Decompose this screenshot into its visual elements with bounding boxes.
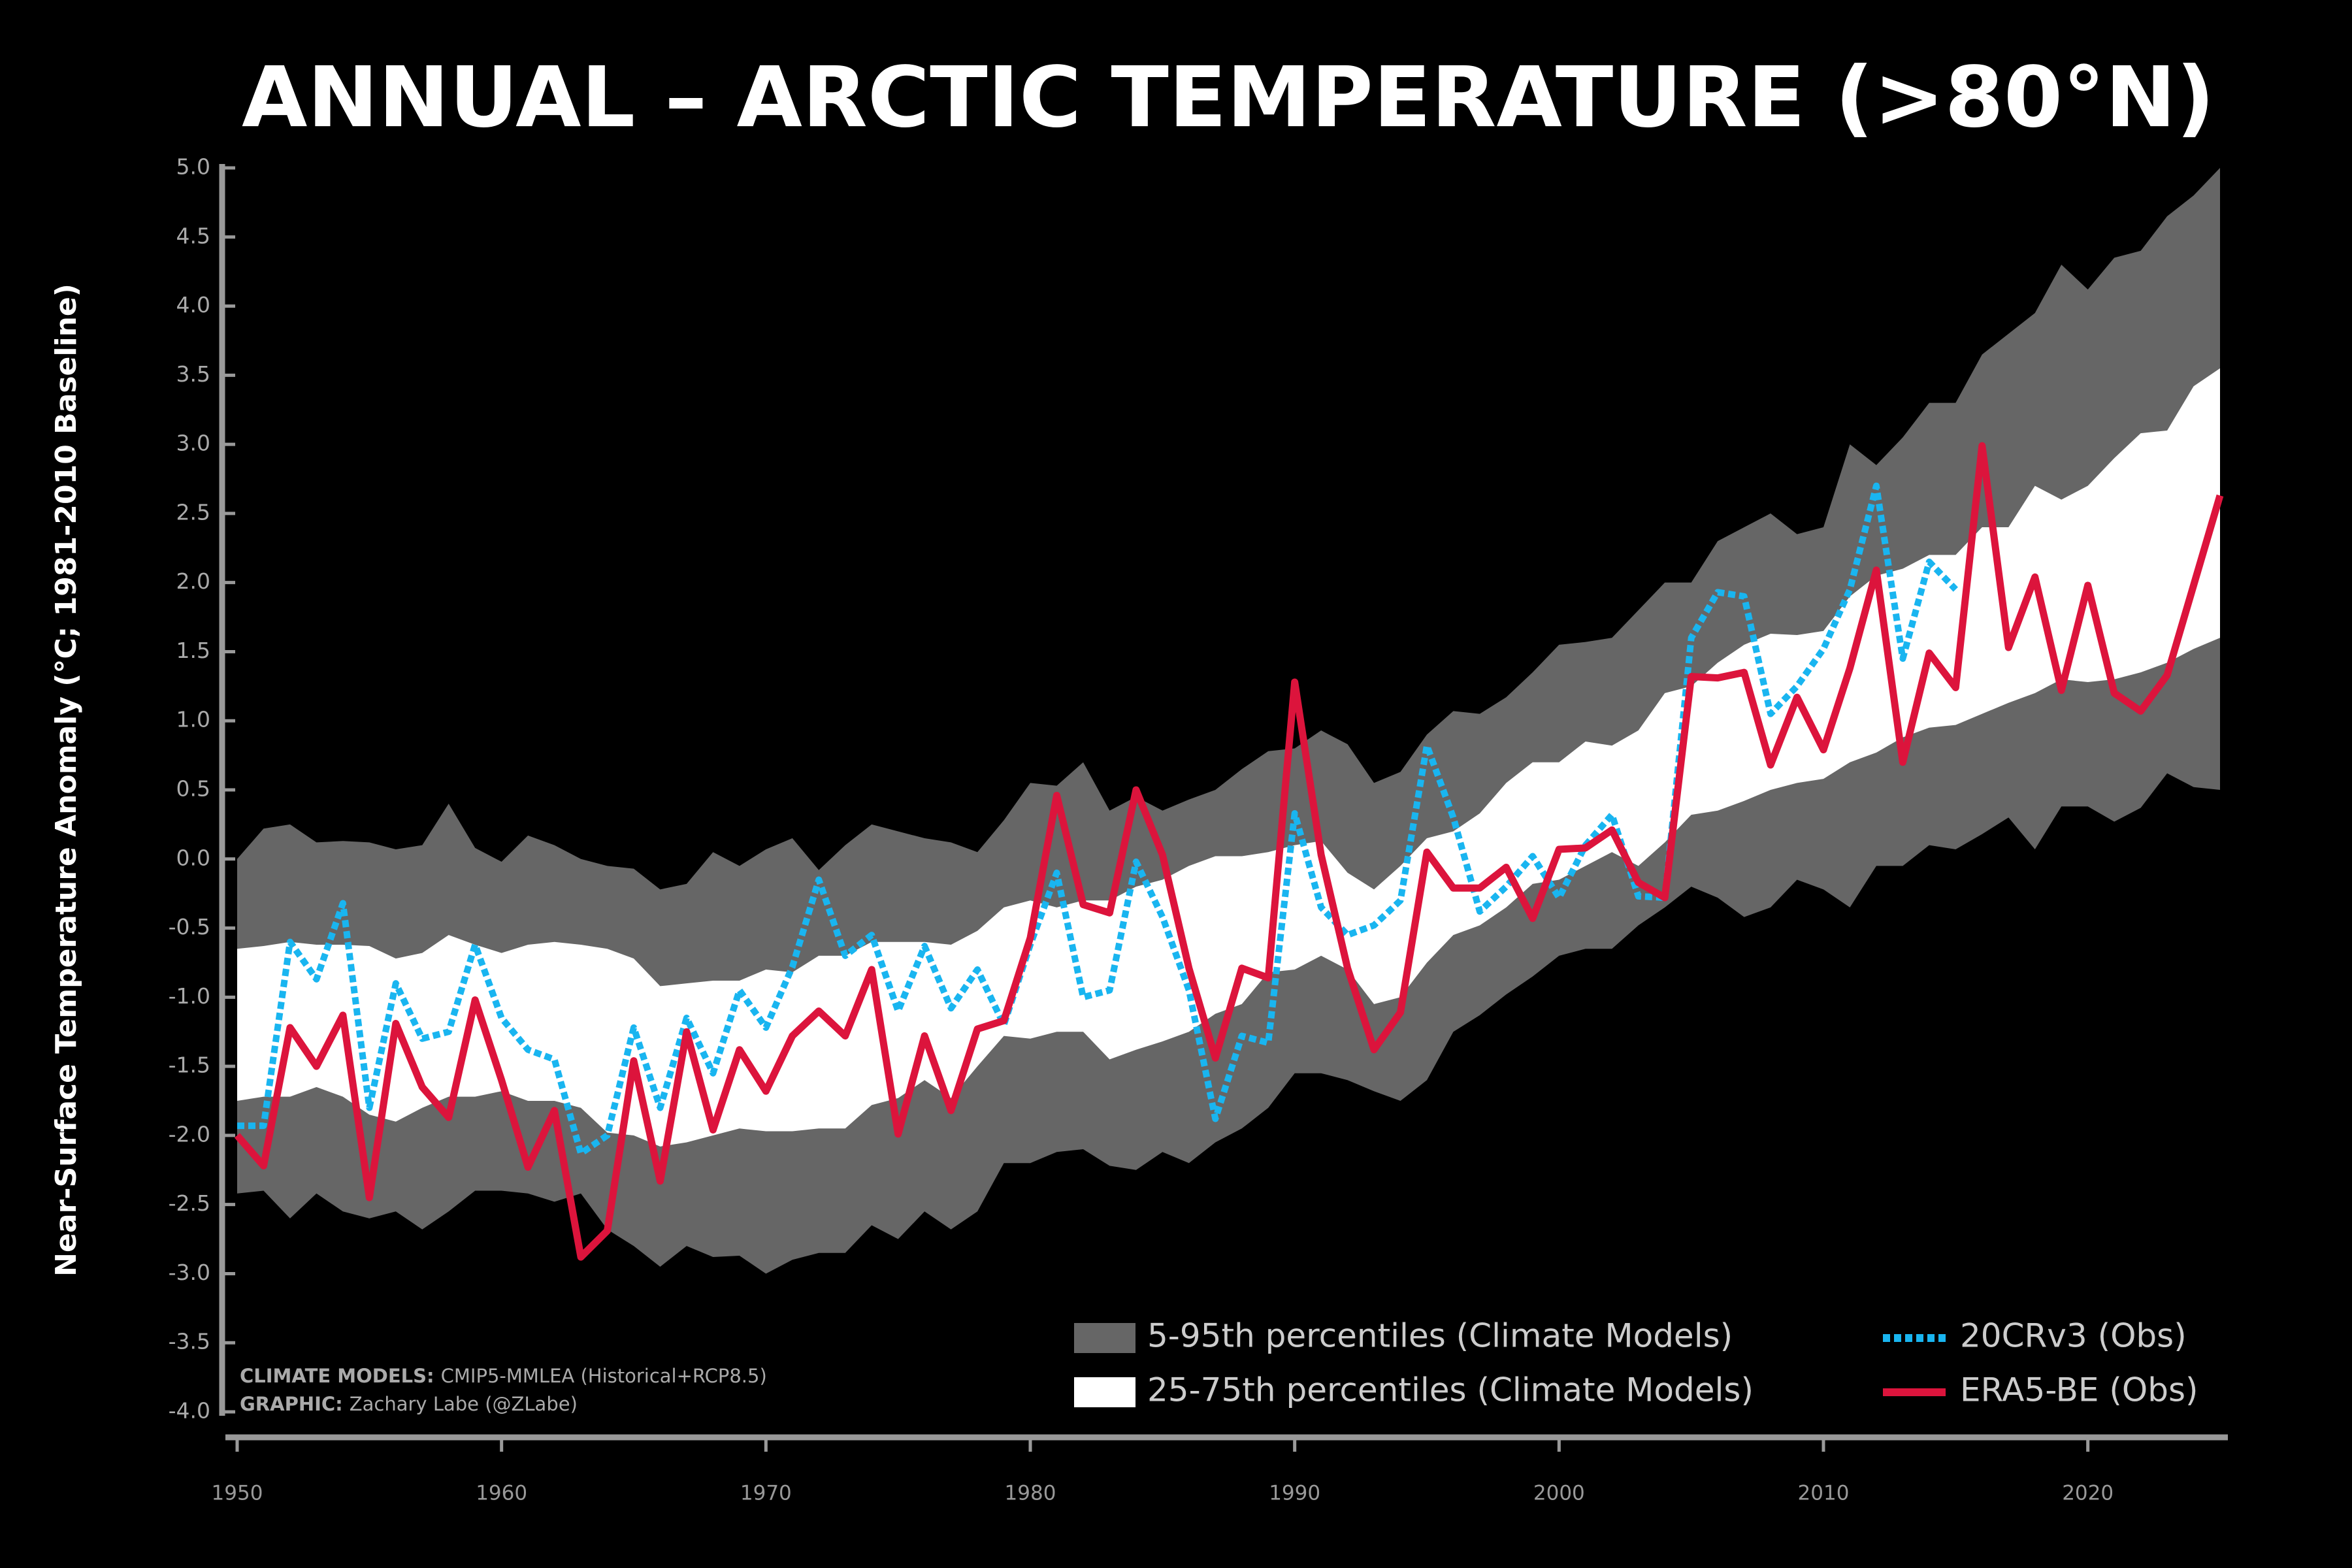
legend-label: 25-75th percentiles (Climate Models) [1147, 1371, 1754, 1409]
x-tick-label: 1950 [212, 1482, 263, 1505]
y-tick-label: 0.5 [176, 776, 210, 802]
series-line [234, 442, 2224, 1261]
y-tick-label: -2.0 [169, 1121, 210, 1147]
x-tick-label: 1980 [1005, 1482, 1056, 1505]
y-tick-label: -3.0 [169, 1260, 210, 1285]
series-line [237, 482, 1958, 1157]
y-tick-label: 4.0 [176, 292, 210, 318]
y-tick-label: -1.5 [169, 1053, 210, 1078]
y-tick-label: 3.5 [176, 361, 210, 387]
credit: CLIMATE MODELS: CMIP5-MMLEA (Historical+R… [240, 1365, 767, 1387]
y-tick-label: 1.5 [176, 638, 210, 663]
legend-label: 20CRv3 (Obs) [1960, 1317, 2187, 1355]
credit-label: GRAPHIC: [240, 1393, 343, 1415]
y-axis-label: Near-Surface Temperature Anomaly (°C; 19… [50, 284, 83, 1277]
y-tick-label: -1.0 [169, 983, 210, 1009]
credit-text: CMIP5-MMLEA (Historical+RCP8.5) [441, 1365, 767, 1387]
legend-label: ERA5-BE (Obs) [1960, 1371, 2198, 1409]
legend-swatch [1074, 1377, 1135, 1407]
y-tick-label: 0.0 [176, 845, 210, 870]
credit-label: CLIMATE MODELS: [240, 1365, 434, 1387]
y-tick-label: -0.5 [169, 914, 210, 939]
credit: GRAPHIC: Zachary Labe (@ZLabe) [240, 1393, 578, 1415]
y-tick-label: -3.5 [169, 1329, 210, 1354]
x-tick-label: 2020 [2062, 1482, 2114, 1505]
x-tick-label: 1990 [1269, 1482, 1320, 1505]
y-tick-label: 2.0 [176, 568, 210, 594]
legend-label: 5-95th percentiles (Climate Models) [1147, 1317, 1733, 1355]
y-tick-label: 1.0 [176, 707, 210, 732]
credit-text: Zachary Labe (@ZLabe) [350, 1393, 578, 1415]
x-tick-label: 1970 [740, 1482, 792, 1505]
y-tick-label: 5.0 [176, 154, 210, 180]
y-tick-label: 3.0 [176, 431, 210, 456]
x-tick-label: 1960 [476, 1482, 527, 1505]
y-tick-label: 4.5 [176, 223, 210, 248]
percentile-band [237, 368, 2220, 1147]
chart-title: ANNUAL – ARCTIC TEMPERATURE (>80°N) [242, 49, 2215, 146]
legend-swatch [1074, 1323, 1135, 1353]
x-tick-label: 2010 [1798, 1482, 1850, 1505]
y-tick-label: -2.5 [169, 1190, 210, 1216]
x-tick-label: 2000 [1533, 1482, 1585, 1505]
y-tick-label: 2.5 [176, 499, 210, 525]
y-tick-label: -4.0 [169, 1398, 210, 1424]
